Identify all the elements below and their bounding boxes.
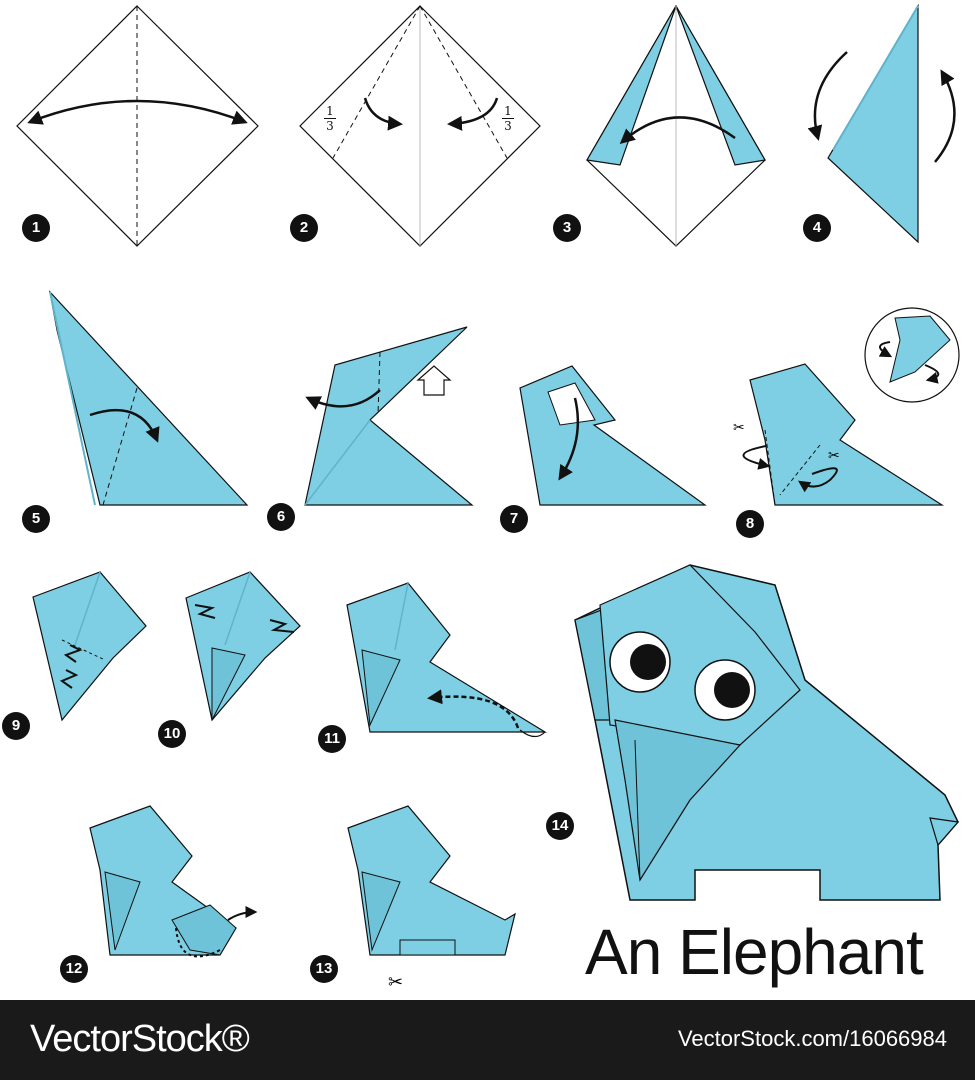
fraction-label-right: 1 3 xyxy=(500,104,516,133)
rotate-arrow xyxy=(934,69,956,163)
scissors-icon: ✂ xyxy=(388,972,403,993)
step-number-13: 13 xyxy=(310,955,338,983)
step-9-diagram xyxy=(32,571,147,722)
zigzag-fold-icon xyxy=(63,644,83,663)
step-11-diagram xyxy=(346,582,548,738)
fraction-label-left: 1 3 xyxy=(322,104,338,133)
fold-arrow xyxy=(305,389,381,410)
footer-bar: VectorStock® VectorStock.com/16066984 xyxy=(0,1000,975,1080)
fold-arrow xyxy=(619,116,736,144)
fold-arrow xyxy=(27,99,248,125)
scissors-icon: ✂ xyxy=(733,420,745,436)
fold-arrow xyxy=(227,906,258,921)
step-4-diagram xyxy=(807,3,956,244)
fold-arrow xyxy=(89,408,160,443)
turn-arrow xyxy=(742,445,771,470)
diagram-canvas: ✂ ✂ ✂ xyxy=(16,3,960,993)
footer-image-id: VectorStock.com/16066984 xyxy=(677,1026,947,1051)
fraction-denominator: 3 xyxy=(504,119,512,133)
fraction-denominator: 3 xyxy=(326,119,334,133)
step-number-8: 8 xyxy=(736,510,764,538)
footer-brand: VectorStock® xyxy=(30,1018,250,1060)
step-number-11: 11 xyxy=(318,725,346,753)
instruction-diagram: ✂ ✂ ✂ xyxy=(2,3,960,993)
step-13-diagram: ✂ xyxy=(347,805,516,993)
step-number-1: 1 xyxy=(22,214,50,242)
step-number-10: 10 xyxy=(158,720,186,748)
step-number-4: 4 xyxy=(803,214,831,242)
step-8-diagram: ✂ ✂ xyxy=(733,307,960,506)
fold-arrow xyxy=(558,397,580,481)
step-number-7: 7 xyxy=(500,505,528,533)
step-number-2: 2 xyxy=(290,214,318,242)
step-number-12: 12 xyxy=(60,955,88,983)
fraction-numerator: 1 xyxy=(326,104,334,118)
turn-arrow xyxy=(798,467,838,493)
fold-arrow xyxy=(427,689,520,729)
step-number-14: 14 xyxy=(546,812,574,840)
rotate-arrow xyxy=(807,51,848,141)
fold-arrow xyxy=(447,97,499,131)
elephant-tail xyxy=(929,817,960,847)
step-6-diagram xyxy=(304,326,474,506)
diagram-title: An Elephant xyxy=(585,916,924,988)
step-10-diagram xyxy=(185,571,301,722)
zigzag-fold-icon xyxy=(59,669,79,689)
step-number-5: 5 xyxy=(22,505,50,533)
zigzag-fold-icon xyxy=(269,619,295,633)
step-7-diagram xyxy=(519,365,707,506)
step-12-diagram xyxy=(89,805,258,958)
elephant-trunk xyxy=(614,719,742,882)
step-5-diagram xyxy=(49,290,249,506)
fold-arrow xyxy=(363,97,403,131)
step-3-diagram xyxy=(586,4,766,247)
push-arrow xyxy=(416,365,452,396)
step-number-6: 6 xyxy=(267,503,295,531)
scissors-icon: ✂ xyxy=(828,448,840,464)
step-2-diagram xyxy=(299,5,541,247)
zigzag-fold-icon xyxy=(194,604,216,619)
step-1-diagram xyxy=(16,5,259,247)
fraction-numerator: 1 xyxy=(504,104,512,118)
step-14-elephant xyxy=(574,564,960,901)
step-number-3: 3 xyxy=(553,214,581,242)
step-number-9: 9 xyxy=(2,712,30,740)
